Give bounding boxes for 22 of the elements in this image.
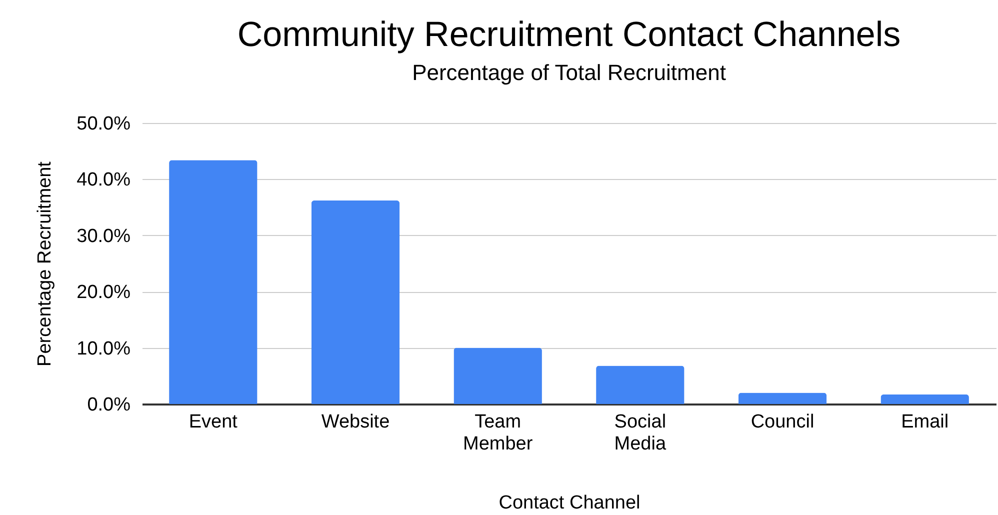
x-tick-label: Event xyxy=(188,412,238,432)
y-tick-label: 30.0% xyxy=(76,226,131,247)
bar xyxy=(738,392,827,404)
x-tick-label: Email xyxy=(901,412,949,432)
y-tick-label: 20.0% xyxy=(76,282,131,304)
bar xyxy=(454,348,542,404)
bar xyxy=(169,160,258,404)
y-tick-label: 50.0% xyxy=(76,114,131,134)
chart-subtitle: Percentage of Total Recruitment xyxy=(412,60,726,85)
x-axis-title: Contact Channel xyxy=(498,492,640,514)
chart-title: Community Recruitment Contact Channels xyxy=(237,15,901,54)
x-tick-label: Website xyxy=(321,412,390,432)
y-tick-label: 10.0% xyxy=(76,338,131,360)
bar xyxy=(311,200,400,404)
bar xyxy=(880,394,969,404)
y-axis-title: Percentage Recruitment xyxy=(34,160,56,366)
x-tick-label: Team Member xyxy=(462,412,534,454)
y-tick-label: 0.0% xyxy=(87,394,131,416)
y-tick-label: 40.0% xyxy=(76,170,131,191)
x-tick-label: Social Media xyxy=(614,412,666,454)
bar xyxy=(596,366,684,404)
x-tick-label: Council xyxy=(750,412,814,432)
